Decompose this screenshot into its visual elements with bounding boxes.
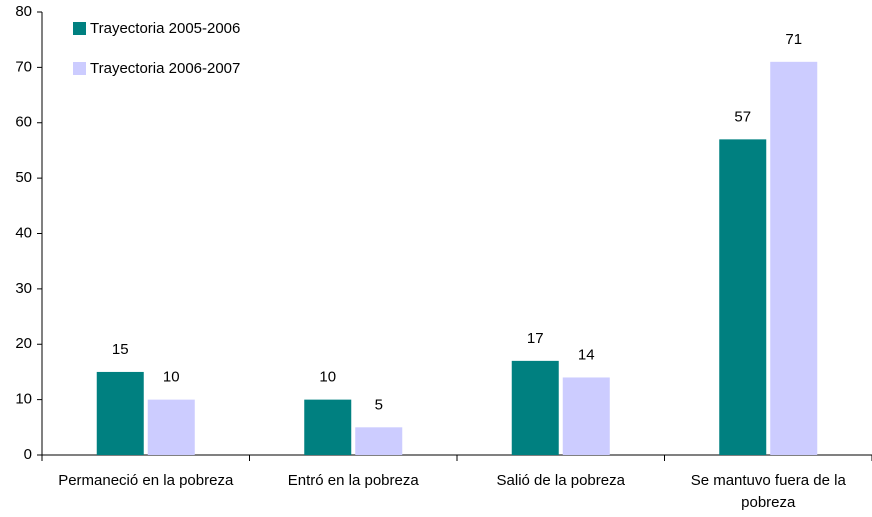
bar: [562, 377, 610, 455]
x-tick-label: Se mantuvo fuera de la pobreza: [690, 472, 846, 511]
y-tick-label: 70: [15, 58, 32, 75]
bar: [355, 427, 403, 455]
y-tick-label: 60: [15, 114, 32, 131]
bar: [719, 139, 767, 456]
legend-swatch: [73, 62, 86, 75]
y-tick-label: 10: [15, 391, 32, 408]
y-tick-label: 20: [15, 335, 32, 352]
y-tick-label: 80: [15, 3, 32, 20]
x-tick-label: Salió de la pobreza: [496, 472, 625, 489]
bar: [147, 399, 195, 455]
x-tick-label: Entró en la pobreza: [287, 472, 419, 489]
legend-label: Trayectoria 2006-2007: [90, 60, 240, 77]
data-label: 14: [578, 346, 595, 363]
data-label: 15: [112, 341, 129, 358]
legend-label: Trayectoria 2005-2006: [90, 20, 240, 37]
y-tick-label: 40: [15, 224, 32, 241]
bar: [511, 360, 559, 455]
y-tick-label: 50: [15, 169, 32, 186]
bar: [770, 61, 818, 456]
data-label: 10: [163, 369, 180, 386]
bar: [96, 371, 144, 455]
y-tick-label: 0: [24, 446, 32, 463]
bar: [304, 399, 352, 455]
y-tick-label: 30: [15, 280, 32, 297]
data-label: 71: [785, 31, 802, 48]
legend-swatch: [73, 22, 86, 35]
data-label: 5: [375, 396, 383, 413]
data-label: 10: [319, 369, 336, 386]
x-tick-label: Permaneció en la pobreza: [58, 472, 234, 489]
data-label: 57: [734, 108, 751, 125]
data-label: 17: [527, 330, 544, 347]
